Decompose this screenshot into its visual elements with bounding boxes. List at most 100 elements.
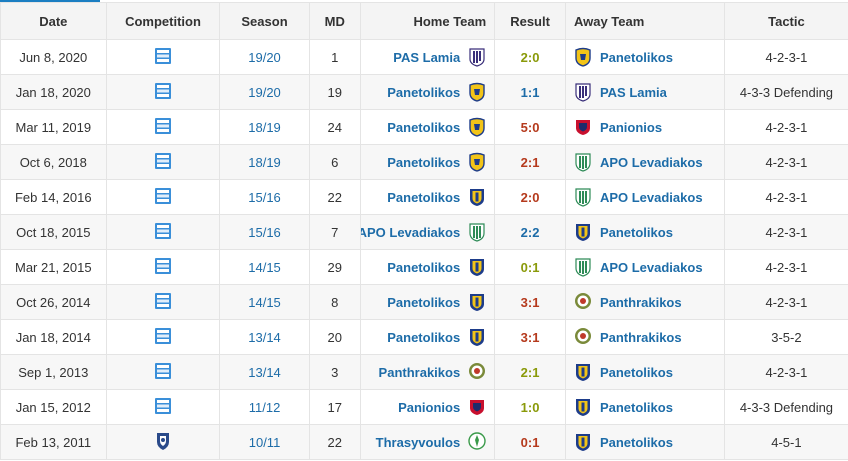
away-team-link[interactable]: Panthrakikos xyxy=(599,329,682,345)
panetolikos-old-crest[interactable] xyxy=(574,362,592,382)
match-result-link[interactable]: 2:0 xyxy=(520,49,540,65)
away-team-cell[interactable]: APO Levadiakos xyxy=(564,144,725,180)
panetolikos-old-crest[interactable] xyxy=(468,187,486,207)
panthrakikos-crest[interactable] xyxy=(574,292,592,312)
away-team-cell[interactable]: Panetolikos xyxy=(564,389,725,425)
result-cell[interactable]: 2:0 xyxy=(494,179,566,215)
column-header-result[interactable]: Result xyxy=(494,2,566,40)
panetolikos-old-crest[interactable] xyxy=(574,432,592,452)
away-team-link[interactable]: Panionios xyxy=(599,119,663,135)
home-team-link[interactable]: Panetolikos xyxy=(387,119,461,135)
competition-cell[interactable] xyxy=(105,39,221,75)
superleague-icon[interactable] xyxy=(154,292,172,310)
panthrakikos-crest[interactable] xyxy=(468,362,486,382)
home-team-cell[interactable]: Panthrakikos xyxy=(359,354,496,390)
superleague-icon[interactable] xyxy=(154,117,172,135)
levadiakos-crest[interactable] xyxy=(574,187,592,207)
superleague-icon[interactable] xyxy=(154,47,172,65)
panetolikos-old-crest[interactable] xyxy=(574,222,592,242)
match-result-link[interactable]: 0:1 xyxy=(520,434,540,450)
season-link[interactable]: 14/15 xyxy=(219,249,310,285)
column-header-home-team[interactable]: Home Team xyxy=(359,2,496,40)
panionios-crest[interactable] xyxy=(468,397,486,417)
levadiakos-crest[interactable] xyxy=(574,152,592,172)
column-header-away-team[interactable]: Away Team xyxy=(564,2,725,40)
season-link[interactable]: 10/11 xyxy=(219,424,310,460)
season-link[interactable]: 18/19 xyxy=(219,109,310,145)
result-cell[interactable]: 2:0 xyxy=(494,39,566,75)
home-team-link[interactable]: Panetolikos xyxy=(387,259,461,275)
season-link[interactable]: 19/20 xyxy=(219,74,310,110)
column-header-md[interactable]: MD xyxy=(308,2,361,40)
home-team-cell[interactable]: PAS Lamia xyxy=(359,39,496,75)
table-row[interactable]: Mar 11, 2019 18/19 24 Panetolikos 5:0 Panioni… xyxy=(0,109,848,145)
home-team-link[interactable]: APO Levadiakos xyxy=(360,224,461,240)
levadiakos-crest[interactable] xyxy=(468,222,486,242)
away-team-cell[interactable]: Panthrakikos xyxy=(564,284,725,320)
table-row[interactable]: Jan 18, 2020 19/20 19 Panetolikos 1:1 PAS Lam… xyxy=(0,74,848,110)
home-team-cell[interactable]: Panetolikos xyxy=(359,74,496,110)
competition-cell[interactable] xyxy=(105,389,221,425)
away-team-link[interactable]: APO Levadiakos xyxy=(599,259,703,275)
panthrakikos-crest[interactable] xyxy=(574,327,592,347)
competition-cell[interactable] xyxy=(105,144,221,180)
home-team-link[interactable]: Panetolikos xyxy=(387,189,461,205)
away-team-cell[interactable]: Panionios xyxy=(564,109,725,145)
away-team-cell[interactable]: Panthrakikos xyxy=(564,319,725,355)
football-league-icon[interactable] xyxy=(154,431,172,450)
match-result-link[interactable]: 2:1 xyxy=(520,364,540,380)
home-team-link[interactable]: Panthrakikos xyxy=(378,364,461,380)
season-link[interactable]: 13/14 xyxy=(219,319,310,355)
match-result-link[interactable]: 0:1 xyxy=(520,259,540,275)
result-cell[interactable]: 2:2 xyxy=(494,214,566,250)
season-link[interactable]: 15/16 xyxy=(219,179,310,215)
superleague-icon[interactable] xyxy=(154,152,172,170)
column-header-tactic[interactable]: Tactic xyxy=(723,2,848,40)
pas-lamia-crest[interactable] xyxy=(574,82,592,102)
column-header-season[interactable]: Season xyxy=(219,2,310,40)
home-team-link[interactable]: Panetolikos xyxy=(387,294,461,310)
home-team-cell[interactable]: Panetolikos xyxy=(359,144,496,180)
season-link[interactable]: 13/14 xyxy=(219,354,310,390)
home-team-cell[interactable]: Panetolikos xyxy=(359,109,496,145)
panetolikos-crest[interactable] xyxy=(574,47,592,67)
panetolikos-old-crest[interactable] xyxy=(468,257,486,277)
home-team-cell[interactable]: Panetolikos xyxy=(359,284,496,320)
away-team-link[interactable]: Panetolikos xyxy=(599,364,673,380)
result-cell[interactable]: 1:0 xyxy=(494,389,566,425)
away-team-cell[interactable]: PAS Lamia xyxy=(564,74,725,110)
away-team-cell[interactable]: APO Levadiakos xyxy=(564,249,725,285)
away-team-link[interactable]: APO Levadiakos xyxy=(599,154,703,170)
match-result-link[interactable]: 2:1 xyxy=(520,154,540,170)
competition-cell[interactable] xyxy=(105,319,221,355)
season-link[interactable]: 15/16 xyxy=(219,214,310,250)
result-cell[interactable]: 2:1 xyxy=(494,354,566,390)
superleague-icon[interactable] xyxy=(154,257,172,275)
column-header-competition[interactable]: Competition xyxy=(105,2,221,40)
home-team-link[interactable]: Panetolikos xyxy=(387,329,461,345)
table-row[interactable]: Oct 26, 2014 14/15 8 Panetolikos 3:1 Panthrak… xyxy=(0,284,848,320)
away-team-cell[interactable]: Panetolikos xyxy=(564,39,725,75)
competition-cell[interactable] xyxy=(105,74,221,110)
home-team-cell[interactable]: Panetolikos xyxy=(359,319,496,355)
home-team-link[interactable]: Panetolikos xyxy=(387,84,461,100)
panetolikos-crest[interactable] xyxy=(468,82,486,102)
result-cell[interactable]: 1:1 xyxy=(494,74,566,110)
competition-cell[interactable] xyxy=(105,354,221,390)
match-result-link[interactable]: 1:1 xyxy=(520,84,540,100)
away-team-link[interactable]: Panthrakikos xyxy=(599,294,682,310)
home-team-cell[interactable]: Panetolikos xyxy=(359,249,496,285)
competition-cell[interactable] xyxy=(105,284,221,320)
panetolikos-old-crest[interactable] xyxy=(468,292,486,312)
match-result-link[interactable]: 1:0 xyxy=(520,399,540,415)
panetolikos-crest[interactable] xyxy=(468,152,486,172)
away-team-link[interactable]: APO Levadiakos xyxy=(599,189,703,205)
match-result-link[interactable]: 3:1 xyxy=(520,294,540,310)
result-cell[interactable]: 3:1 xyxy=(494,319,566,355)
competition-cell[interactable] xyxy=(105,109,221,145)
pas-lamia-crest[interactable] xyxy=(468,47,486,67)
superleague-icon[interactable] xyxy=(154,397,172,415)
home-team-link[interactable]: PAS Lamia xyxy=(393,49,461,65)
column-header-date[interactable]: Date xyxy=(0,2,107,40)
panetolikos-old-crest[interactable] xyxy=(468,327,486,347)
